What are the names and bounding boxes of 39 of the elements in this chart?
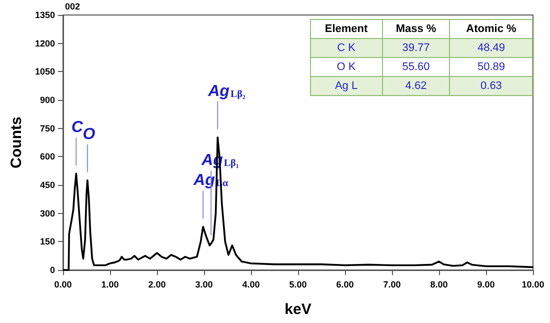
y-axis-title: Counts [8,116,26,168]
text: 002 [65,2,80,12]
annotation: 48.49 [450,38,532,58]
annotation: O K [310,58,382,76]
x-tick-label: 3.00 [195,280,213,290]
x-tick-label: 0.00 [54,280,72,290]
x-axis-title: keV [284,301,312,318]
x-tick-label: 10.00 [522,280,544,290]
y-tick-label: 300 [40,208,55,218]
x-tick-label: 8.00 [430,280,448,290]
y-tick-label: 750 [40,123,55,134]
annotation: 0.63 [450,76,532,96]
y-tick-label: 600 [40,152,55,162]
x-tick-label: 7.00 [383,280,401,290]
x-tick-label: 4.00 [242,280,260,290]
annotation: Ag L [310,76,382,96]
annotation: 55.60 [382,58,450,76]
annotation: 4.62 [382,76,450,96]
annotation: 39.77 [382,38,450,58]
y-tick-label: 450 [40,180,55,190]
annotation: 50.89 [450,58,532,76]
y-tick-label: 1350 [34,10,55,20]
y-tick-label: 150 [40,236,55,247]
annotation: AgLβ₂ [207,82,246,100]
x-tick-label: 6.00 [336,280,354,290]
x-tick-label: 5.00 [289,280,307,290]
y-tick-label: 1200 [34,38,55,48]
annotation: C [71,119,84,136]
annotation: Mass % [382,20,450,38]
y-tick-label: 1050 [34,66,55,77]
x-tick-label: 1.00 [101,280,119,290]
x-tick-label: 9.00 [477,280,495,290]
y-tick-label: 0 [50,265,55,275]
y-tick-label: 900 [40,95,55,105]
annotation: Element [310,20,382,38]
x-tick-label: 2.00 [148,280,166,290]
annotation: C K [310,38,382,58]
annotation: O [82,126,96,143]
annotation: Atomic % [450,20,532,38]
